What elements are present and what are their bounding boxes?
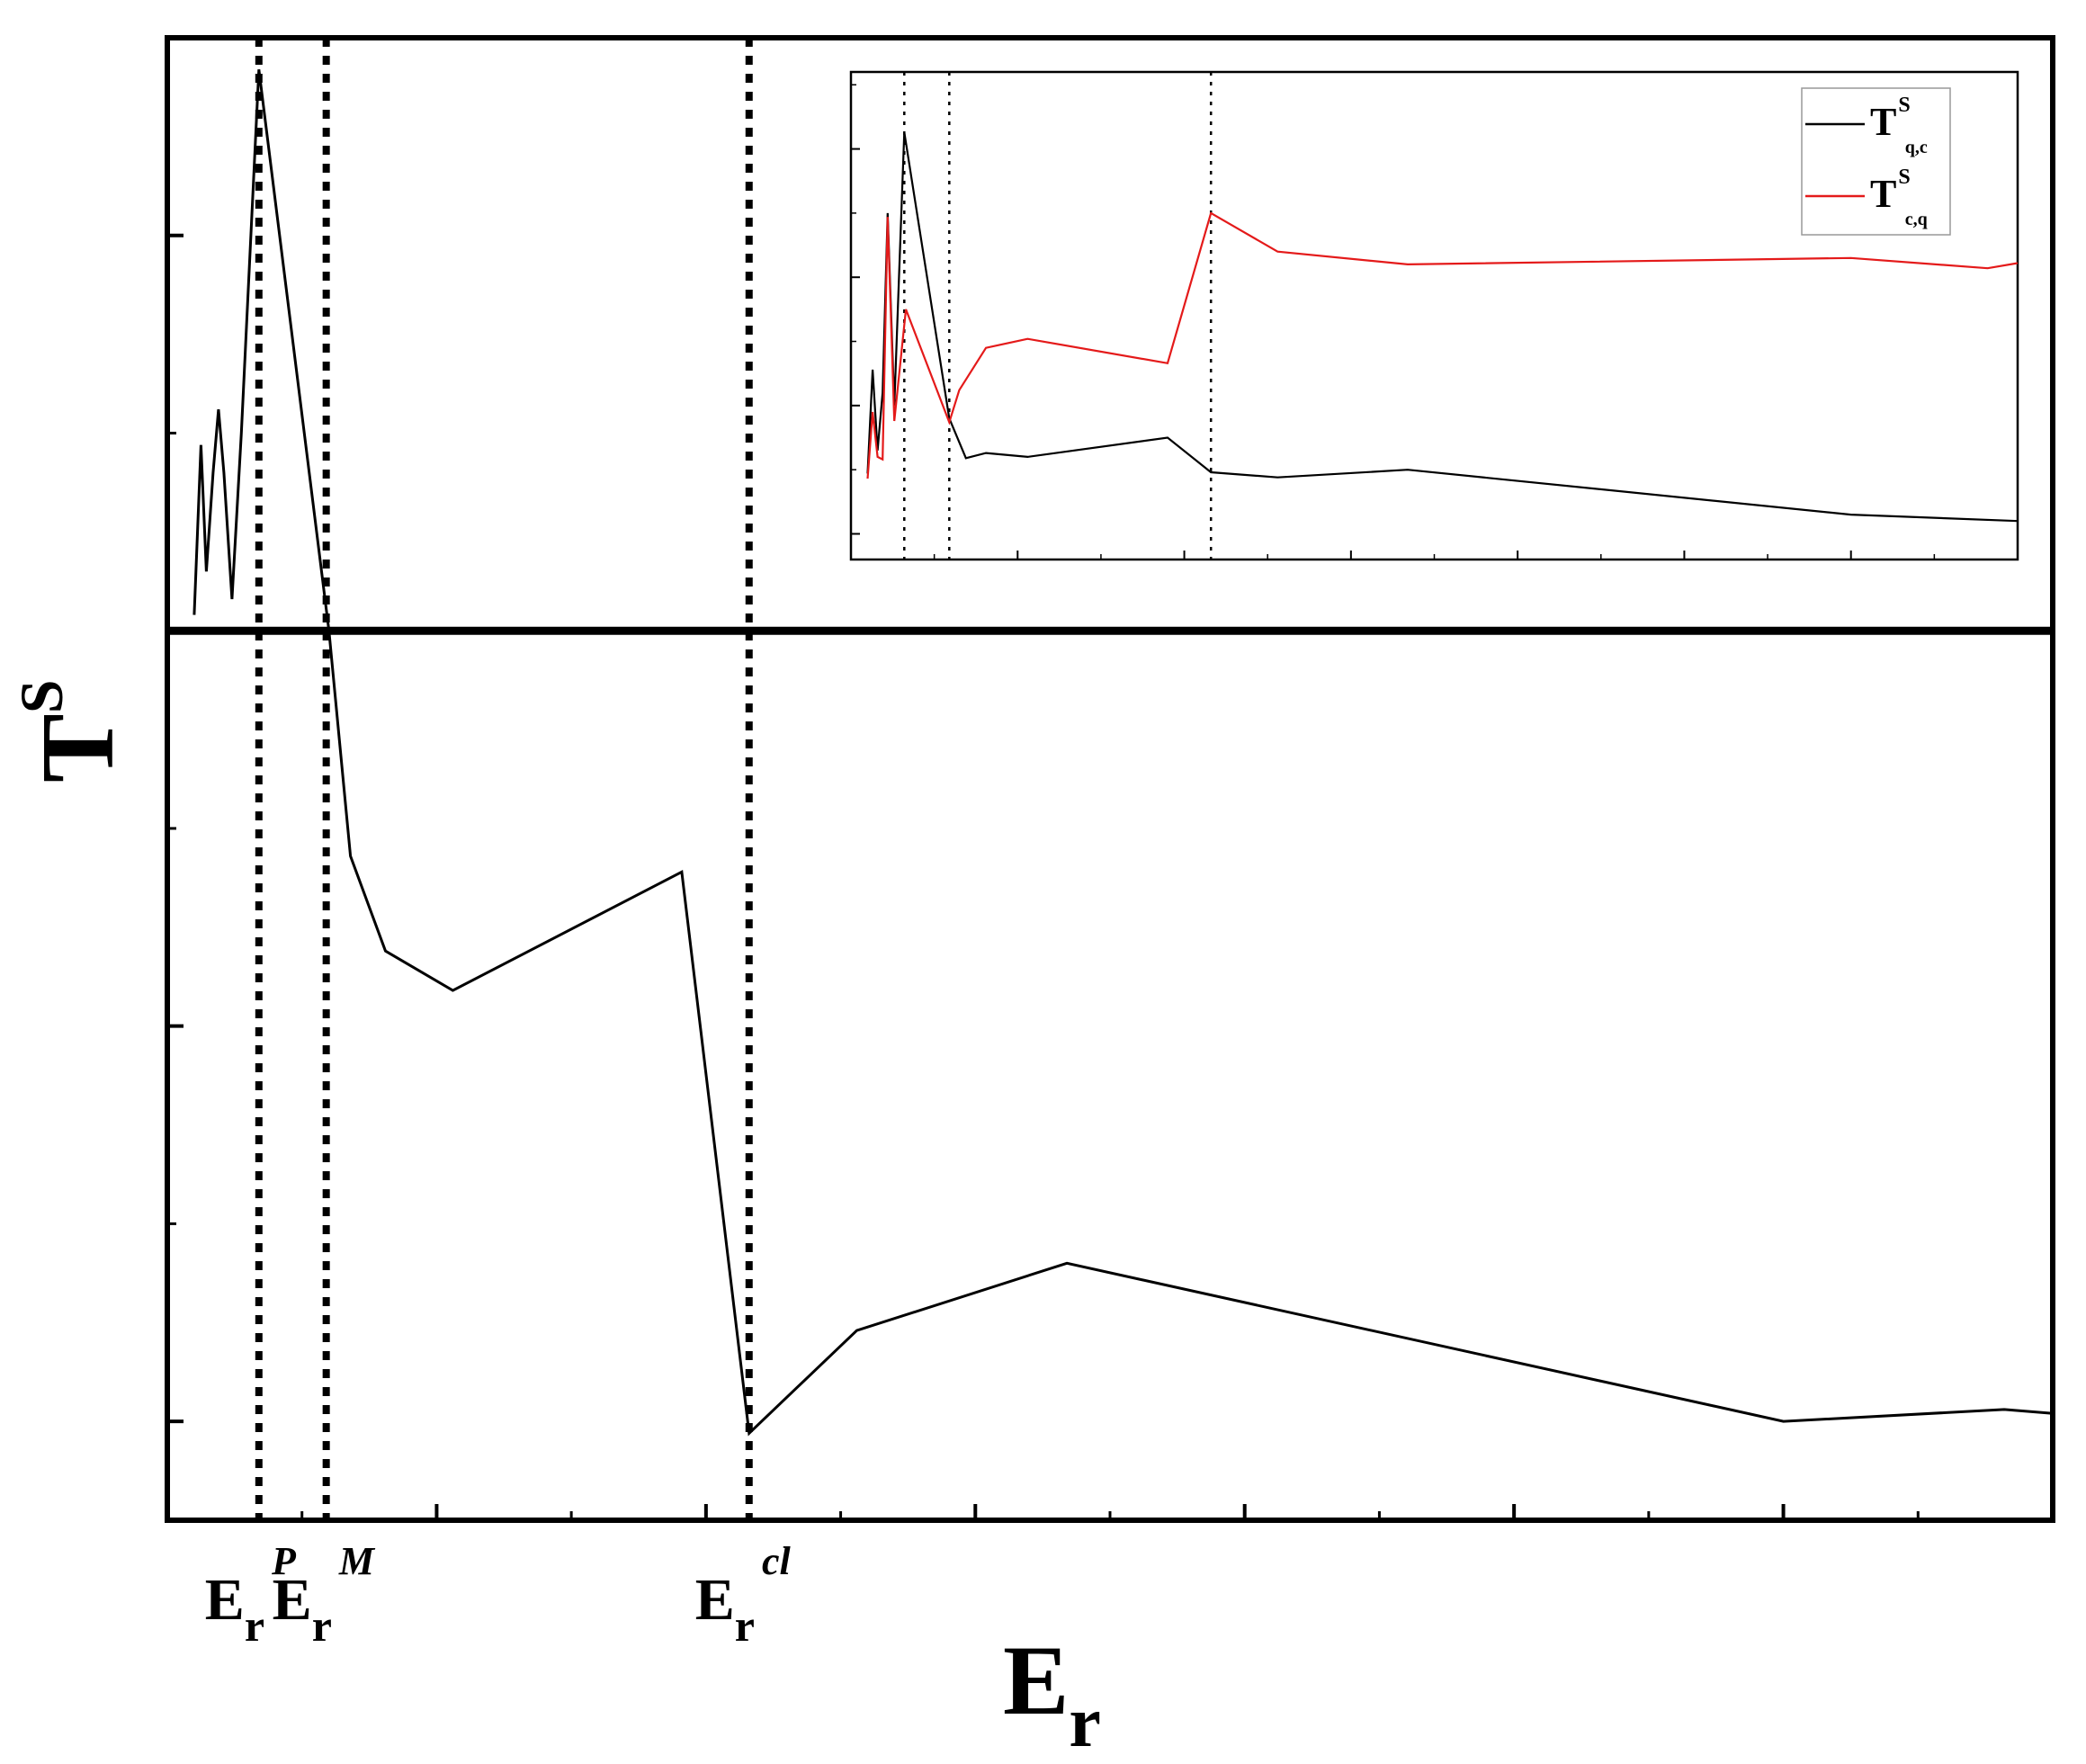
legend-entry-main: T [1870,172,1896,216]
marker-label: ErP [205,1539,297,1651]
main-x-axis-title: Er [1003,1625,1101,1762]
legend-entry-sup: S [1898,166,1910,189]
main-series-line [192,69,2054,1437]
legend-entry-sub: c,q [1905,210,1928,229]
marker-label-sub: r [735,1600,755,1651]
inset-series-tcq-line [866,211,2019,479]
main-x-axis-title-sub: r [1069,1683,1101,1762]
marker-label-sup: M [338,1539,376,1583]
main-y-axis-title-main: T [21,713,135,783]
legend-entry-main: T [1870,100,1896,144]
main-y-axis-title: TS [7,679,135,783]
main-x-axis-title-main: E [1003,1625,1069,1735]
legend-entry-sup: S [1898,94,1910,117]
marker-label: Ercl [695,1539,792,1651]
marker-label-sup: P [271,1539,297,1583]
marker-label-sup: cl [762,1539,792,1583]
marker-label-main: E [205,1567,245,1633]
legend-entry: TS c,q [1870,166,1928,229]
marker-label-sub: r [312,1600,332,1651]
marker-label-main: E [695,1567,735,1633]
legend-entry: TS q,c [1870,94,1928,157]
marker-label: ErM [273,1539,376,1651]
legend-entry-sub: q,c [1905,138,1928,157]
inset-chart: TS q,cTS c,q [846,45,2048,622]
inset-legend-box [1801,87,1951,236]
main-y-axis-title-sup: S [7,679,76,713]
inset-series-tqc-line [866,131,2019,523]
marker-label-sub: r [245,1600,264,1651]
marker-label-main: E [273,1567,312,1633]
